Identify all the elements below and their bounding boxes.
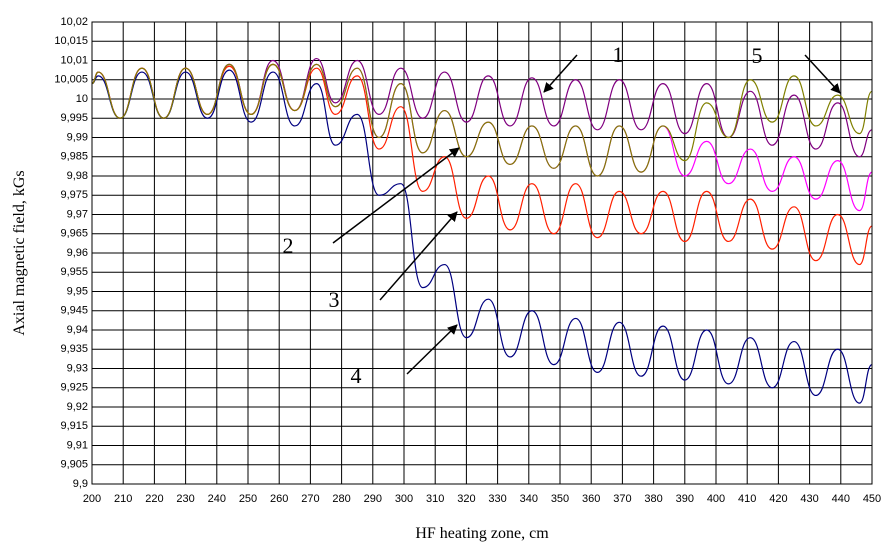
- series-line: [91, 57, 873, 158]
- x-tick-label: 210: [114, 493, 132, 505]
- curve-label: 5: [752, 43, 763, 68]
- x-tick-label: 290: [364, 493, 382, 505]
- arrow: [406, 324, 458, 375]
- x-tick-label: 230: [176, 493, 194, 505]
- y-tick-label: 9,9: [73, 478, 88, 490]
- y-tick-label: 9,965: [60, 228, 88, 240]
- y-tick-label: 10: [76, 93, 88, 105]
- ticks: 9,9 9,905 9,91 9,915 9,92 9,925 9,93 9,935 9,94 9…: [54, 16, 881, 505]
- x-tick-label: 250: [239, 493, 257, 505]
- plot-frame: [91, 21, 873, 485]
- arrow: [804, 54, 841, 94]
- y-tick-label: 9,97: [67, 208, 88, 220]
- x-tick-label: 370: [613, 493, 631, 505]
- y-tick-label: 9,955: [60, 266, 88, 278]
- y-tick-label: 9,92: [67, 401, 88, 413]
- curve-label: 2: [283, 233, 294, 258]
- x-tick-label: 330: [488, 493, 506, 505]
- arrow: [379, 211, 458, 301]
- x-tick-label: 440: [832, 493, 850, 505]
- x-tick-label: 320: [457, 493, 475, 505]
- x-tick-label: 270: [301, 493, 319, 505]
- y-tick-label: 9,91: [67, 439, 88, 451]
- y-tick-label: 9,925: [60, 382, 88, 394]
- y-tick-label: 9,975: [60, 189, 88, 201]
- arrow: [332, 147, 460, 244]
- x-tick-label: 260: [270, 493, 288, 505]
- y-tick-label: 9,945: [60, 305, 88, 317]
- x-tick-label: 420: [769, 493, 787, 505]
- y-tick-label: 9,96: [67, 247, 88, 259]
- curve-label: 3: [329, 287, 340, 312]
- x-tick-label: 240: [208, 493, 226, 505]
- y-tick-label: 9,905: [60, 459, 88, 471]
- x-tick-label: 200: [83, 493, 101, 505]
- x-tick-label: 220: [145, 493, 163, 505]
- y-tick-label: 9,94: [67, 324, 88, 336]
- y-tick-label: 9,935: [60, 343, 88, 355]
- series-line: [91, 63, 873, 177]
- x-tick-label: 450: [863, 493, 881, 505]
- y-tick-label: 9,98: [67, 170, 88, 182]
- y-tick-label: 9,95: [67, 285, 88, 297]
- x-tick-label: 390: [676, 493, 694, 505]
- y-tick-label: 9,93: [67, 362, 88, 374]
- x-tick-label: 280: [332, 493, 350, 505]
- y-tick-label: 10,01: [60, 54, 88, 66]
- x-tick-label: 350: [551, 493, 569, 505]
- y-tick-label: 10,02: [60, 16, 88, 28]
- y-tick-label: 9,915: [60, 420, 88, 432]
- y-tick-label: 10,015: [54, 35, 88, 47]
- lines: [91, 57, 873, 404]
- y-tick-label: 9,985: [60, 151, 88, 163]
- y-axis-label: Axial magnetic field, kGs: [11, 170, 28, 335]
- x-tick-label: 410: [738, 493, 756, 505]
- annotations: [332, 54, 841, 375]
- x-tick-label: 310: [426, 493, 444, 505]
- curve-label: 4: [351, 363, 362, 388]
- grid: [91, 21, 873, 485]
- curve-label: 1: [613, 42, 624, 67]
- x-tick-label: 340: [520, 493, 538, 505]
- x-tick-label: 300: [395, 493, 413, 505]
- x-tick-label: 360: [582, 493, 600, 505]
- x-tick-label: 380: [644, 493, 662, 505]
- x-tick-label: 430: [800, 493, 818, 505]
- x-axis-label: HF heating zone, cm: [415, 525, 549, 542]
- arrow: [543, 54, 578, 93]
- y-tick-label: 9,995: [60, 112, 88, 124]
- y-tick-label: 10,005: [54, 74, 88, 86]
- x-tick-label: 400: [707, 493, 725, 505]
- y-tick-label: 9,99: [67, 131, 88, 143]
- series-line: [91, 69, 873, 404]
